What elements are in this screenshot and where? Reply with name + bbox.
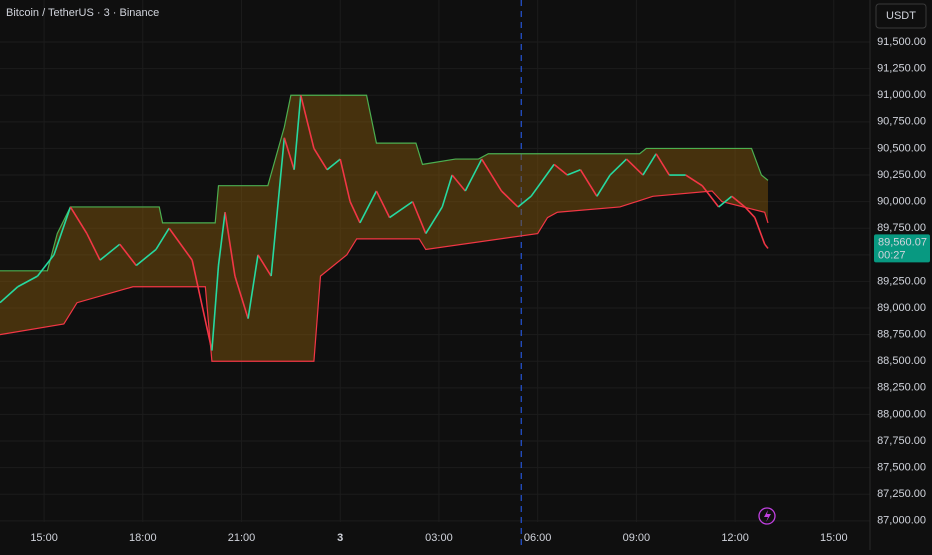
price-segment	[257, 254, 272, 277]
price-segment	[481, 158, 503, 192]
price-segment	[530, 163, 555, 197]
price-segment	[217, 212, 226, 266]
x-tick-label: 18:00	[129, 532, 157, 544]
y-tick-label: 87,000.00	[877, 515, 926, 527]
last-price-label: 89,560.07	[878, 236, 927, 248]
price-segment	[0, 286, 19, 304]
price-segment	[441, 174, 453, 208]
price-segment	[411, 201, 427, 234]
y-tick-label: 90,500.00	[877, 142, 926, 154]
price-segment	[701, 185, 720, 208]
countdown-label: 00:27	[878, 249, 906, 261]
price-segment	[326, 158, 341, 171]
price-segment	[625, 158, 644, 176]
price-segment	[609, 158, 628, 176]
y-tick-label: 89,000.00	[877, 302, 926, 314]
price-segment	[313, 148, 328, 171]
x-tick-label: 21:00	[228, 532, 256, 544]
x-tick-label: 09:00	[623, 532, 651, 544]
y-tick-label: 88,000.00	[877, 408, 926, 420]
price-segment	[685, 174, 703, 187]
price-segment	[764, 243, 769, 249]
price-segment	[517, 195, 532, 208]
chart-title: Bitcoin / TetherUS · 3 · Binance	[6, 7, 159, 19]
price-segment	[211, 265, 220, 351]
price-segment	[99, 243, 121, 261]
price-segment	[754, 217, 766, 245]
price-segment	[596, 174, 611, 197]
y-tick-label: 87,750.00	[877, 435, 926, 447]
price-segment	[566, 168, 581, 176]
price-segment	[155, 227, 170, 250]
currency-button[interactable]	[875, 3, 927, 29]
y-tick-label: 91,250.00	[877, 63, 926, 75]
price-segment	[655, 153, 670, 176]
y-tick-label: 89,750.00	[877, 222, 926, 234]
upper-band-line	[0, 94, 769, 272]
price-segment	[464, 158, 483, 192]
y-tick-label: 91,500.00	[877, 36, 926, 48]
price-segment	[579, 169, 598, 197]
x-tick-label: 15:00	[30, 532, 58, 544]
plot	[0, 94, 769, 362]
price-segment	[425, 206, 443, 234]
y-tick-label: 91,000.00	[877, 89, 926, 101]
price-segment	[53, 206, 72, 256]
price-segment	[293, 95, 302, 170]
price-segment	[283, 137, 295, 170]
price-segment	[168, 227, 193, 261]
last-price-box	[874, 234, 930, 263]
price-segment	[642, 153, 657, 176]
price-segment	[191, 259, 213, 351]
price-segment	[744, 206, 756, 219]
y-tick-label: 90,750.00	[877, 116, 926, 128]
currency-label[interactable]: USDT	[886, 10, 916, 22]
price-segment	[359, 190, 378, 224]
price-segment	[731, 195, 746, 208]
price-segment	[36, 254, 55, 277]
price-segment	[224, 212, 236, 277]
price-segment	[389, 200, 414, 219]
price-segment	[553, 163, 568, 176]
y-tick-label: 89,250.00	[877, 275, 926, 287]
price-segment	[234, 275, 249, 319]
y-tick-label: 88,750.00	[877, 329, 926, 341]
price-segment	[247, 254, 259, 319]
price-segment	[86, 233, 101, 261]
price-segment	[135, 248, 157, 267]
price-segment	[69, 206, 88, 234]
price-segment	[500, 190, 519, 208]
x-tick-label: 06:00	[524, 532, 552, 544]
alert-bolt	[764, 510, 771, 522]
x-tick-label: 03:00	[425, 532, 453, 544]
channel-fill	[0, 95, 768, 362]
y-tick-label: 88,250.00	[877, 382, 926, 394]
price-segment	[451, 174, 466, 192]
price-segment	[270, 137, 286, 277]
x-tick-label: 12:00	[721, 532, 749, 544]
price-segment	[349, 201, 361, 224]
y-tick-label: 90,000.00	[877, 196, 926, 208]
y-tick-label: 88,500.00	[877, 355, 926, 367]
lower-band-line	[0, 190, 769, 362]
alert-icon[interactable]	[758, 507, 776, 525]
y-tick-label: 90,250.00	[877, 169, 926, 181]
price-segment	[17, 275, 38, 288]
price-segment	[718, 195, 733, 208]
price-segment	[339, 158, 351, 202]
y-tick-label: 87,250.00	[877, 488, 926, 500]
price-segment	[375, 190, 391, 218]
x-tick-label: 15:00	[820, 532, 848, 544]
x-tick-label: 3	[337, 532, 343, 544]
price-segment	[299, 95, 315, 149]
price-segment	[119, 243, 137, 266]
y-tick-label: 87,500.00	[877, 462, 926, 474]
